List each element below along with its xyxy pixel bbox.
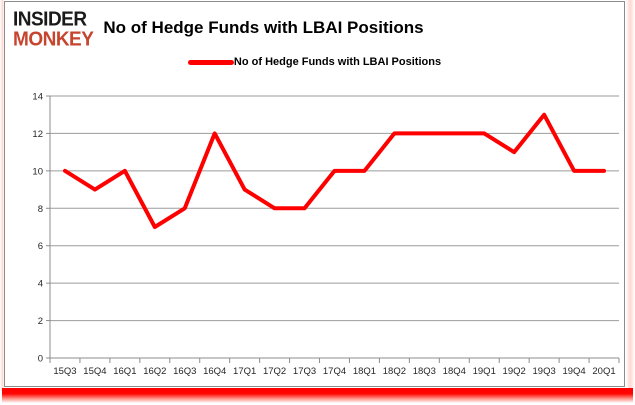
legend-line-marker <box>187 59 234 65</box>
svg-text:17Q1: 17Q1 <box>233 366 256 377</box>
svg-text:19Q4: 19Q4 <box>562 366 585 377</box>
red-glow-edge-right <box>626 0 635 391</box>
svg-text:4: 4 <box>38 279 43 290</box>
chart-header: INSIDER MONKEY No of Hedge Funds with LB… <box>5 2 624 51</box>
logo-text-monkey: MONKEY <box>13 28 94 51</box>
insider-monkey-logo: INSIDER MONKEY <box>13 8 94 51</box>
red-border-bottom <box>2 388 633 403</box>
svg-text:17Q2: 17Q2 <box>263 366 286 377</box>
svg-text:16Q3: 16Q3 <box>173 366 196 377</box>
svg-text:16Q4: 16Q4 <box>203 366 226 377</box>
red-glow-edge-left <box>0 0 4 391</box>
svg-text:16Q2: 16Q2 <box>143 366 166 377</box>
svg-text:19Q3: 19Q3 <box>533 366 556 377</box>
svg-text:12: 12 <box>32 129 43 140</box>
chart-widget: INSIDER MONKEY No of Hedge Funds with LB… <box>4 1 625 387</box>
svg-text:2: 2 <box>38 316 43 327</box>
svg-text:8: 8 <box>38 204 43 215</box>
svg-text:19Q1: 19Q1 <box>473 366 496 377</box>
legend: No of Hedge Funds with LBAI Positions <box>5 56 624 68</box>
svg-text:18Q1: 18Q1 <box>353 366 376 377</box>
svg-text:18Q2: 18Q2 <box>383 366 406 377</box>
line-chart-plot: 0 2 4 6 8 10 12 14 15Q3 15Q4 16Q1 16Q2 16Q3 16Q4 17Q1 1… <box>32 92 620 377</box>
page-title: No of Hedge Funds with LBAI Positions <box>103 18 424 37</box>
svg-text:15Q3: 15Q3 <box>53 366 76 377</box>
svg-text:18Q4: 18Q4 <box>443 366 466 377</box>
svg-text:10: 10 <box>32 166 43 177</box>
svg-text:15Q4: 15Q4 <box>83 366 106 377</box>
svg-text:18Q3: 18Q3 <box>413 366 436 377</box>
svg-text:19Q2: 19Q2 <box>503 366 526 377</box>
svg-text:20Q1: 20Q1 <box>592 366 615 377</box>
svg-text:14: 14 <box>32 92 43 103</box>
svg-text:17Q3: 17Q3 <box>293 366 316 377</box>
logo-text-insider: INSIDER <box>13 8 87 31</box>
legend-series-label: No of Hedge Funds with LBAI Positions <box>233 56 442 68</box>
svg-text:0: 0 <box>38 354 43 365</box>
svg-text:16Q1: 16Q1 <box>113 366 136 377</box>
svg-text:6: 6 <box>38 241 43 252</box>
svg-text:17Q4: 17Q4 <box>323 366 346 377</box>
